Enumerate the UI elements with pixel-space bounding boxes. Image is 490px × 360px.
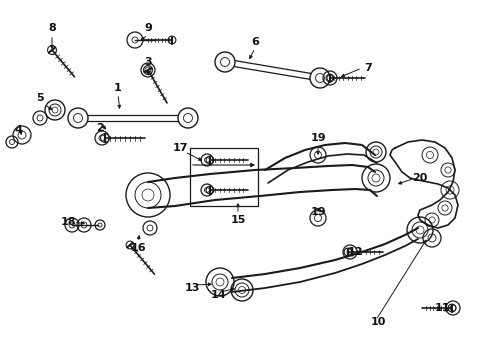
Circle shape <box>178 108 198 128</box>
Text: 13: 13 <box>184 283 200 293</box>
Text: 19: 19 <box>310 207 326 217</box>
Text: 10: 10 <box>370 317 386 327</box>
Text: 15: 15 <box>230 215 245 225</box>
Text: 9: 9 <box>144 23 152 33</box>
Text: 16: 16 <box>130 243 146 253</box>
Text: 20: 20 <box>412 173 428 183</box>
Text: 18: 18 <box>60 217 76 227</box>
Text: 6: 6 <box>251 37 259 47</box>
Text: 7: 7 <box>364 63 372 73</box>
Circle shape <box>68 108 88 128</box>
Text: 2: 2 <box>96 123 104 133</box>
Bar <box>190 148 258 206</box>
Text: 14: 14 <box>210 290 226 300</box>
Text: 8: 8 <box>48 23 56 33</box>
Text: 11: 11 <box>434 303 450 313</box>
Circle shape <box>215 52 235 72</box>
Text: 3: 3 <box>144 57 152 67</box>
Text: 1: 1 <box>114 83 122 93</box>
Circle shape <box>310 68 330 88</box>
Text: 19: 19 <box>310 133 326 143</box>
Text: 4: 4 <box>14 125 22 135</box>
Text: 17: 17 <box>172 143 188 153</box>
Text: 5: 5 <box>36 93 44 103</box>
Text: 12: 12 <box>347 247 363 257</box>
